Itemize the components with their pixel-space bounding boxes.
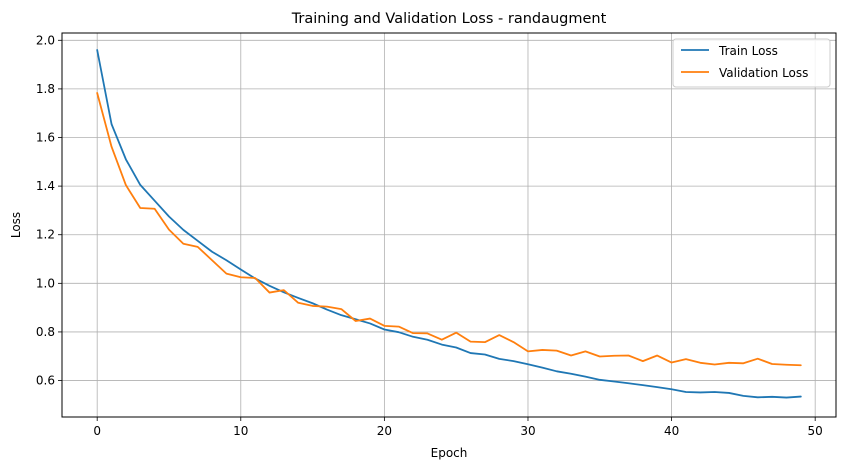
y-tick-label: 1.6 [36, 131, 55, 145]
x-tick-label: 50 [808, 424, 823, 438]
legend: Train Loss Validation Loss [672, 38, 831, 88]
y-axis-label: Loss [9, 212, 23, 238]
x-axis-label: Epoch [431, 446, 468, 460]
x-tick-label: 0 [93, 424, 101, 438]
grid [62, 33, 836, 417]
validation-loss-line [96, 92, 802, 367]
series-layer [96, 49, 802, 399]
y-tick-label: 1.4 [36, 179, 55, 193]
y-tick-label: 2.0 [36, 33, 55, 47]
plot-frame [61, 32, 837, 418]
x-tick-label: 30 [520, 424, 535, 438]
x-tick-label: 20 [377, 424, 392, 438]
y-tick-label: 0.8 [36, 325, 55, 339]
y-tick-label: 1.8 [36, 82, 55, 96]
chart-title: Training and Validation Loss - randaugme… [291, 11, 607, 27]
legend-label-train: Train Loss [718, 44, 778, 58]
ticks: 0 10 20 30 40 50 0.6 0.8 1.0 1.2 1.4 1.6 1.8 2.0 [36, 33, 823, 438]
train-loss-line [96, 49, 802, 399]
legend-box [672, 38, 831, 88]
x-tick-label: 10 [233, 424, 248, 438]
legend-label-validation: Validation Loss [719, 66, 808, 80]
y-tick-label: 1.0 [36, 276, 55, 290]
y-tick-label: 1.2 [36, 228, 55, 242]
y-tick-label: 0.6 [36, 374, 55, 388]
x-tick-label: 40 [664, 424, 679, 438]
